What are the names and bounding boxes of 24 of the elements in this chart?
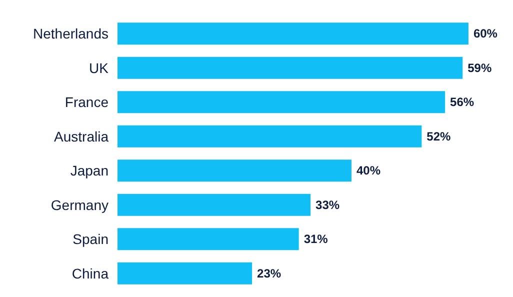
data-label: 56% [450,95,474,110]
y-tick-label: Spain [72,231,108,248]
y-tick-label: Netherlands [33,26,108,42]
bar [117,125,422,148]
bar [117,228,299,250]
bar [117,91,446,114]
bar [117,160,352,182]
y-tick-label: China [72,265,109,282]
data-label: 59% [468,60,492,75]
bar [117,56,463,79]
data-label: 52% [426,129,452,144]
data-label: 60% [473,26,498,41]
data-label: 23% [257,266,282,280]
y-tick-label: Australia [54,128,109,144]
data-label: 31% [304,232,328,246]
y-tick-label: France [64,94,109,110]
data-label: 33% [316,198,340,212]
bar [117,22,468,45]
y-tick-label: UK [89,60,110,76]
y-tick-label: Germany [50,196,108,213]
y-tick-label: Japan [70,162,108,179]
data-label: 40% [356,164,381,178]
bar [117,194,311,216]
bar [117,262,252,284]
